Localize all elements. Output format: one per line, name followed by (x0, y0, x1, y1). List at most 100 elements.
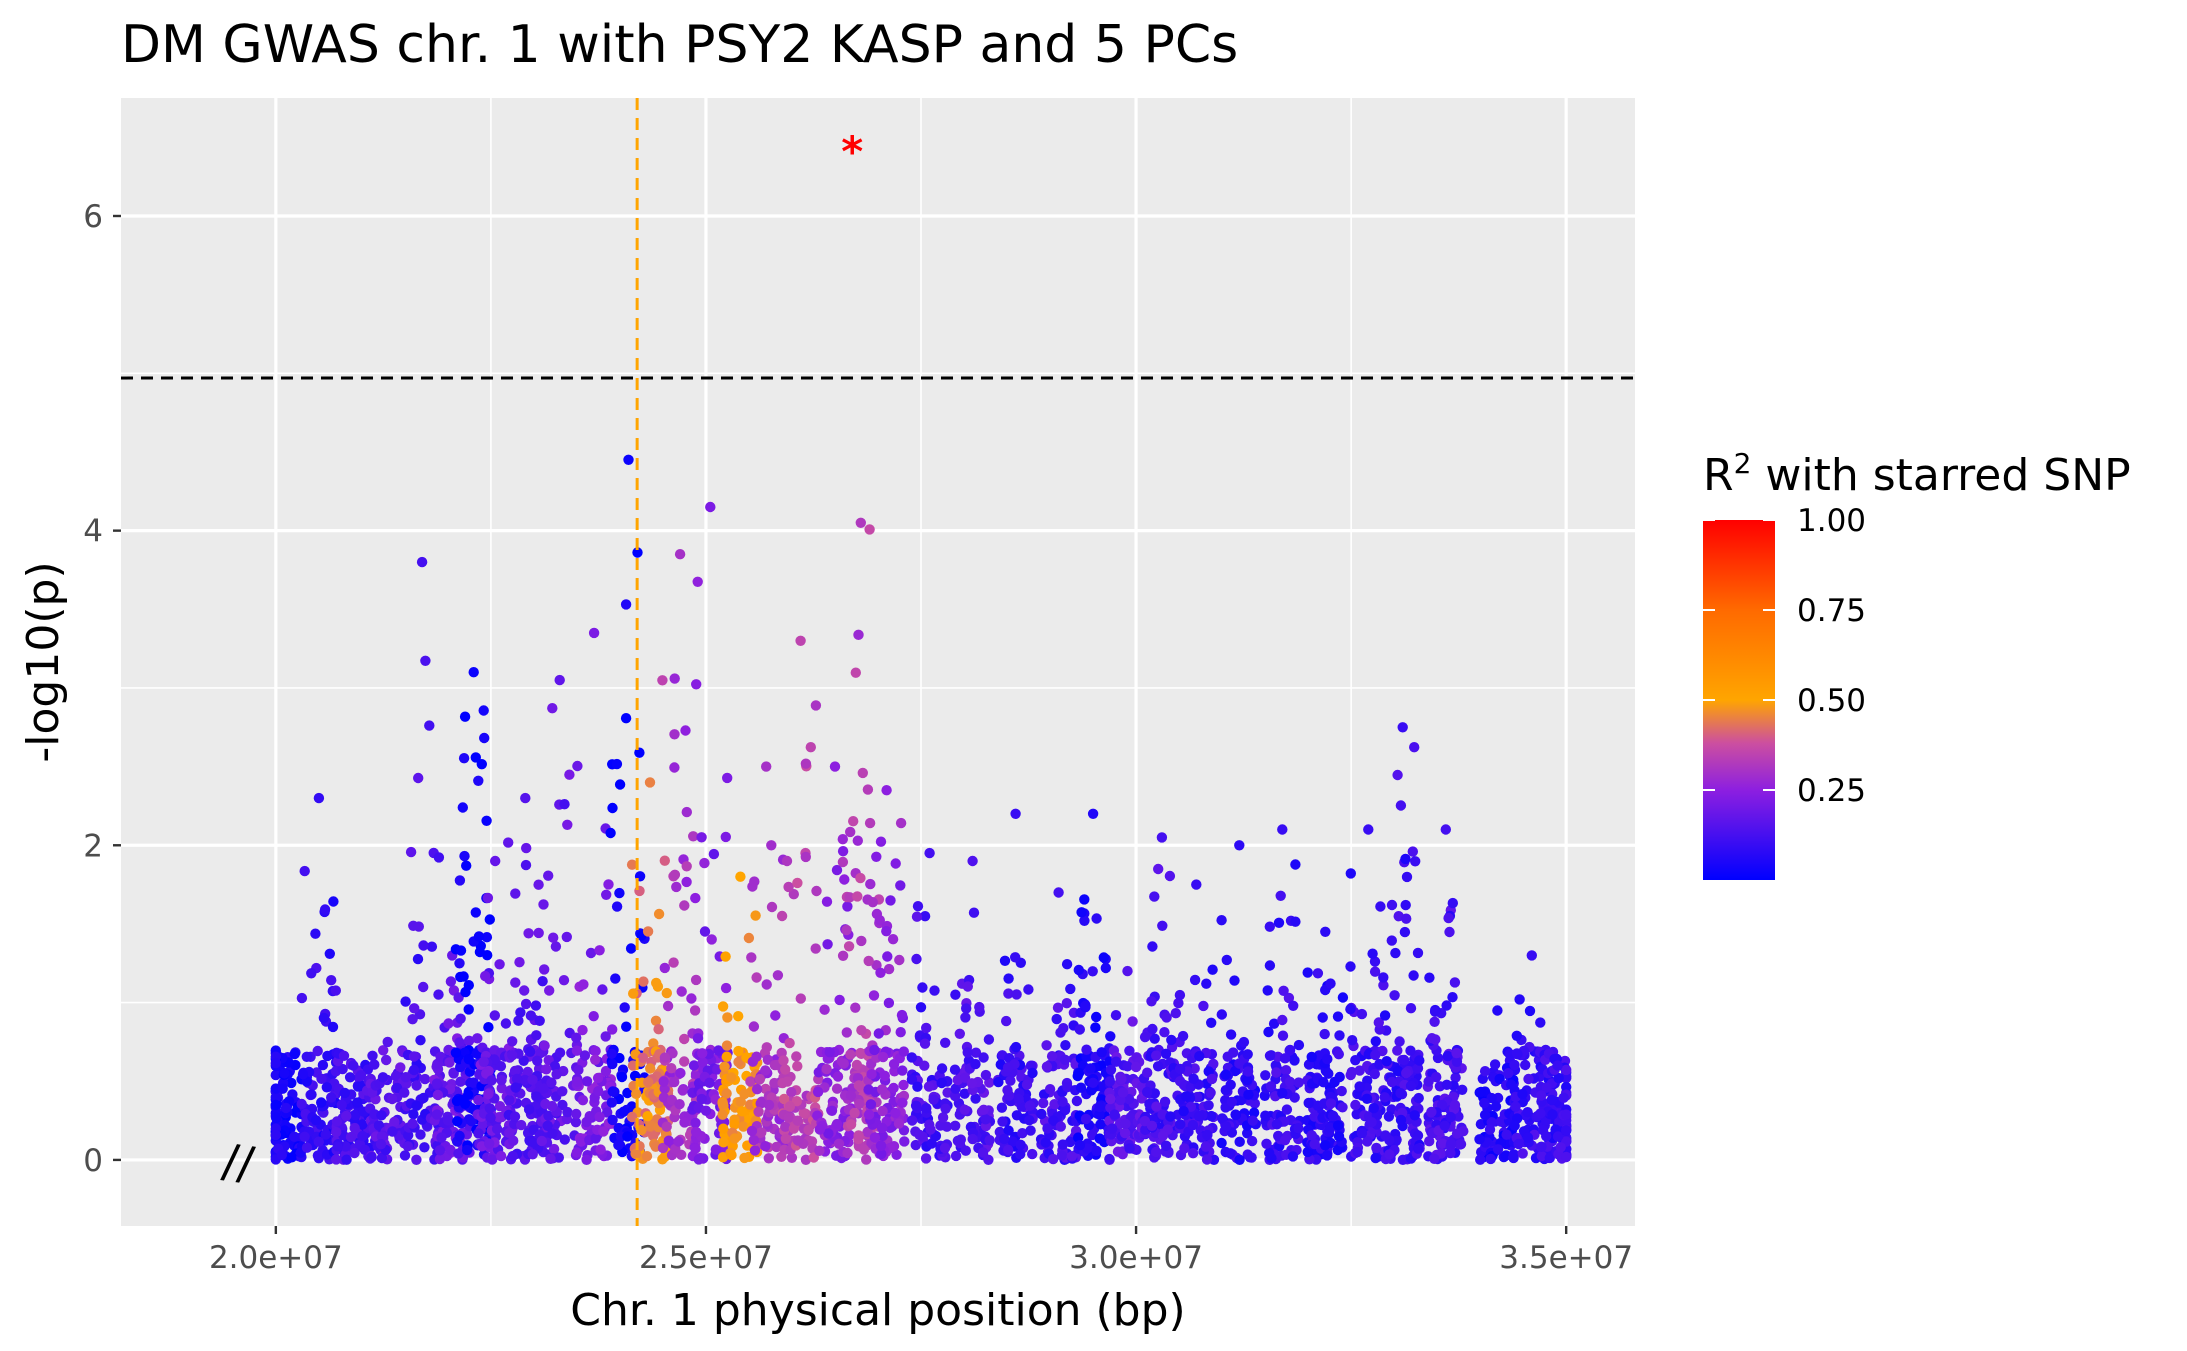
data-point (713, 1045, 724, 1056)
data-point (733, 1045, 744, 1057)
data-point (1206, 1017, 1217, 1028)
data-point (1511, 1030, 1523, 1042)
data-point (299, 1131, 310, 1143)
data-point (1409, 742, 1420, 753)
data-point (921, 1103, 932, 1114)
data-point (459, 850, 470, 862)
legend-tick-label: 0.50 (1797, 683, 1866, 719)
data-point (1046, 1051, 1058, 1062)
data-point (718, 1123, 729, 1134)
data-point (1104, 1076, 1116, 1087)
data-point (349, 1122, 360, 1134)
data-point (270, 1069, 281, 1081)
data-point (327, 1021, 339, 1033)
data-point (738, 1121, 749, 1132)
data-point (1152, 1061, 1164, 1072)
data-point (1492, 1005, 1503, 1016)
data-point (399, 1087, 410, 1098)
data-point (651, 977, 662, 989)
data-point (341, 1154, 352, 1165)
data-point (433, 852, 445, 863)
data-point (270, 1099, 281, 1111)
data-point (494, 1101, 506, 1112)
data-point (554, 674, 565, 686)
data-point (1442, 1050, 1453, 1062)
data-point (515, 1007, 526, 1018)
data-point (778, 1055, 789, 1066)
data-point (479, 732, 490, 744)
data-point (1142, 1086, 1153, 1098)
data-point (717, 1001, 729, 1012)
data-point (399, 1150, 411, 1161)
data-point (877, 1130, 888, 1142)
data-point (331, 1126, 342, 1138)
data-point (461, 860, 472, 871)
data-point (800, 851, 811, 863)
data-point (408, 1109, 419, 1120)
data-point (1400, 853, 1411, 865)
data-point (1426, 1033, 1438, 1044)
data-point (1524, 1005, 1536, 1017)
data-point (1337, 1102, 1348, 1113)
data-point (1561, 1151, 1572, 1163)
data-point (1523, 1073, 1534, 1085)
data-point (1366, 1117, 1377, 1128)
data-point (1447, 897, 1459, 909)
data-point (657, 1154, 668, 1165)
data-point (306, 1089, 317, 1100)
data-point (1124, 1045, 1135, 1057)
data-point (786, 1087, 797, 1098)
data-point (1015, 1149, 1026, 1160)
data-point (751, 972, 762, 983)
data-point (1271, 1119, 1283, 1130)
data-point (748, 1021, 760, 1032)
data-point (407, 1014, 418, 1025)
data-point (1017, 1128, 1028, 1139)
data-point (520, 792, 531, 804)
data-point (1379, 1010, 1391, 1021)
data-point (1189, 974, 1201, 986)
y-tick-label: 4 (83, 514, 103, 550)
data-point (542, 1120, 553, 1132)
data-point (1561, 1109, 1572, 1120)
data-point (751, 1084, 763, 1095)
data-point (1002, 1062, 1014, 1073)
data-point (434, 1153, 446, 1165)
data-point (853, 1130, 864, 1141)
data-point (513, 1015, 524, 1026)
data-point (1440, 824, 1452, 835)
data-point (791, 1051, 802, 1062)
data-point (533, 879, 544, 890)
data-point (473, 931, 485, 942)
data-point (546, 1077, 557, 1088)
data-point (968, 907, 980, 918)
data-point (473, 1094, 484, 1106)
data-point (1369, 1068, 1381, 1080)
data-point (1380, 1130, 1391, 1141)
data-point (434, 1145, 446, 1156)
data-point (669, 869, 681, 880)
data-point (1249, 1098, 1261, 1109)
data-point (486, 1075, 497, 1086)
data-point (407, 1118, 418, 1129)
data-point (528, 1137, 540, 1148)
data-point (1234, 840, 1245, 851)
data-point (1027, 1148, 1038, 1160)
data-point (761, 1042, 772, 1053)
data-points (270, 454, 1572, 1166)
data-point (1187, 1148, 1199, 1159)
data-point (454, 1037, 465, 1048)
data-point (1027, 1067, 1038, 1079)
data-point (312, 1045, 323, 1057)
data-point (1159, 1027, 1170, 1038)
data-point (1431, 1071, 1442, 1083)
data-point (1544, 1152, 1556, 1164)
data-point (1161, 1012, 1172, 1023)
y-axis-title: -log10(p) (18, 561, 69, 762)
data-point (490, 855, 501, 867)
data-point (766, 901, 778, 913)
data-point (837, 950, 849, 961)
data-point (1109, 1109, 1120, 1120)
data-point (875, 1140, 887, 1152)
data-point (1264, 1050, 1276, 1062)
